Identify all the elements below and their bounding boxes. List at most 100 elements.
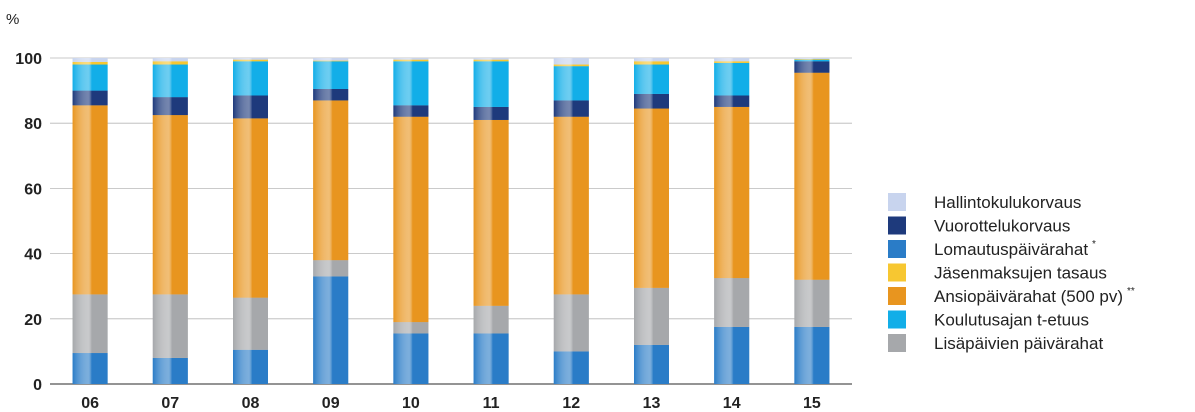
legend-label: Vuorottelukorvaus xyxy=(934,217,1070,236)
bar-segment-highlight xyxy=(72,294,108,354)
bar-segment-highlight xyxy=(233,58,268,60)
bar-segment-highlight xyxy=(714,278,750,327)
legend-swatch xyxy=(888,334,906,352)
x-tick-label: 13 xyxy=(643,395,661,412)
bar-segment-highlight xyxy=(794,59,830,62)
bar-segment-highlight xyxy=(794,279,830,327)
bar-segment-highlight xyxy=(473,59,509,62)
bar-segment-highlight xyxy=(553,100,589,117)
bar-segment-highlight xyxy=(72,58,108,62)
x-tick-label: 14 xyxy=(723,395,741,412)
bar-segment-highlight xyxy=(714,326,750,384)
legend-label: Lomautuspäivärahat * xyxy=(934,239,1096,259)
bar-segment-highlight xyxy=(233,297,268,350)
y-tick-label: 0 xyxy=(33,377,42,394)
legend-label: Jäsenmaksujen tasaus xyxy=(934,264,1107,283)
bar-segment-highlight xyxy=(313,276,349,384)
bar-segment-highlight xyxy=(393,333,429,384)
bar-segment-highlight xyxy=(553,64,589,67)
bar-segment-highlight xyxy=(152,64,188,98)
bar-segment-highlight xyxy=(233,59,268,62)
bar-segment-highlight xyxy=(714,62,750,96)
bar-segment-highlight xyxy=(553,116,589,295)
bar-segment-highlight xyxy=(393,58,429,60)
bar-segment-highlight xyxy=(794,58,830,60)
bar-segment-highlight xyxy=(313,260,349,277)
x-tick-label: 08 xyxy=(242,395,260,412)
legend-label: Lisäpäivien päivärahat xyxy=(934,334,1103,353)
bar-segment-highlight xyxy=(393,61,429,106)
bar-segment-highlight xyxy=(634,61,669,65)
bar-segment-highlight xyxy=(634,58,669,62)
bar-segment-highlight xyxy=(473,58,509,60)
legend-swatch xyxy=(888,310,906,329)
y-tick-label: 60 xyxy=(24,181,42,198)
x-tick-label: 09 xyxy=(322,395,340,412)
y-tick-label: 100 xyxy=(15,51,42,68)
bar-segment-highlight xyxy=(313,58,349,61)
bar-segment-highlight xyxy=(794,61,830,73)
bar-segment-highlight xyxy=(794,72,830,280)
bar-segment-highlight xyxy=(714,106,750,279)
bar-segment-highlight xyxy=(72,61,108,65)
legend-label: Ansiopäivärahat (500 pv) ** xyxy=(934,286,1135,306)
bar-segment-highlight xyxy=(553,58,589,65)
bar-segment-highlight xyxy=(634,344,669,384)
bar-segment-highlight xyxy=(473,305,509,334)
bar-segment-highlight xyxy=(714,58,750,62)
bar-segment-highlight xyxy=(473,61,509,107)
y-unit-label: % xyxy=(6,11,19,28)
legend-swatch xyxy=(888,287,906,305)
bar-segment-highlight xyxy=(72,90,108,106)
bar-segment-highlight xyxy=(72,64,108,91)
bar-segment-highlight xyxy=(553,294,589,352)
y-tick-label: 40 xyxy=(24,247,42,264)
x-tick-label: 07 xyxy=(161,395,179,412)
bar-segment-highlight xyxy=(473,119,509,306)
x-tick-label: 15 xyxy=(803,395,821,412)
bar-segment-highlight xyxy=(152,294,188,358)
bar-segment-highlight xyxy=(313,88,349,101)
bar-segment-highlight xyxy=(393,322,429,334)
bar-segment-highlight xyxy=(714,95,750,107)
legend: Hallintokulukorvaus Vuorottelukorvaus Loma… xyxy=(888,193,1135,353)
x-tick-label: 11 xyxy=(483,395,500,412)
y-axis-ticks: 0 20 40 60 80 100 xyxy=(15,51,42,394)
x-tick-label: 12 xyxy=(562,395,580,412)
bar-segment-highlight xyxy=(233,118,268,298)
x-tick-label: 10 xyxy=(402,395,420,412)
bar-segment-highlight xyxy=(233,95,268,119)
bar-segment-highlight xyxy=(393,116,429,323)
legend-swatch xyxy=(888,240,906,258)
y-tick-label: 80 xyxy=(24,116,42,133)
x-tick-label: 06 xyxy=(81,395,99,412)
bar-segment-highlight xyxy=(794,58,830,59)
bar-segment-highlight xyxy=(473,333,509,384)
bars-group xyxy=(72,58,830,384)
legend-label: Hallintokulukorvaus xyxy=(934,193,1081,212)
bar-segment-highlight xyxy=(72,105,108,295)
legend-swatch xyxy=(888,263,906,282)
bar-segment-highlight xyxy=(152,357,188,384)
legend-footnote-marker: ** xyxy=(1127,286,1135,297)
bar-segment-highlight xyxy=(233,61,268,96)
bar-segment-highlight xyxy=(794,326,830,384)
bar-segment-highlight xyxy=(553,66,589,101)
x-axis-ticks: 06 07 08 09 10 11 12 13 14 15 xyxy=(81,395,821,412)
bar-segment-highlight xyxy=(313,100,349,261)
legend-swatch xyxy=(888,216,906,235)
bar-segment-highlight xyxy=(473,106,509,120)
bar-segment-highlight xyxy=(634,64,669,94)
legend-footnote-marker: * xyxy=(1092,239,1096,250)
bar-segment-highlight xyxy=(634,108,669,288)
bar-segment-highlight xyxy=(152,115,188,295)
bar-segment-highlight xyxy=(72,353,108,384)
bar-segment-highlight xyxy=(553,351,589,384)
bar-segment-highlight xyxy=(152,58,188,62)
bar-segment-highlight xyxy=(313,60,349,62)
bar-segment-highlight xyxy=(634,93,669,109)
bar-segment-highlight xyxy=(393,59,429,62)
bar-segment-highlight xyxy=(634,287,669,345)
y-tick-label: 20 xyxy=(24,312,42,329)
